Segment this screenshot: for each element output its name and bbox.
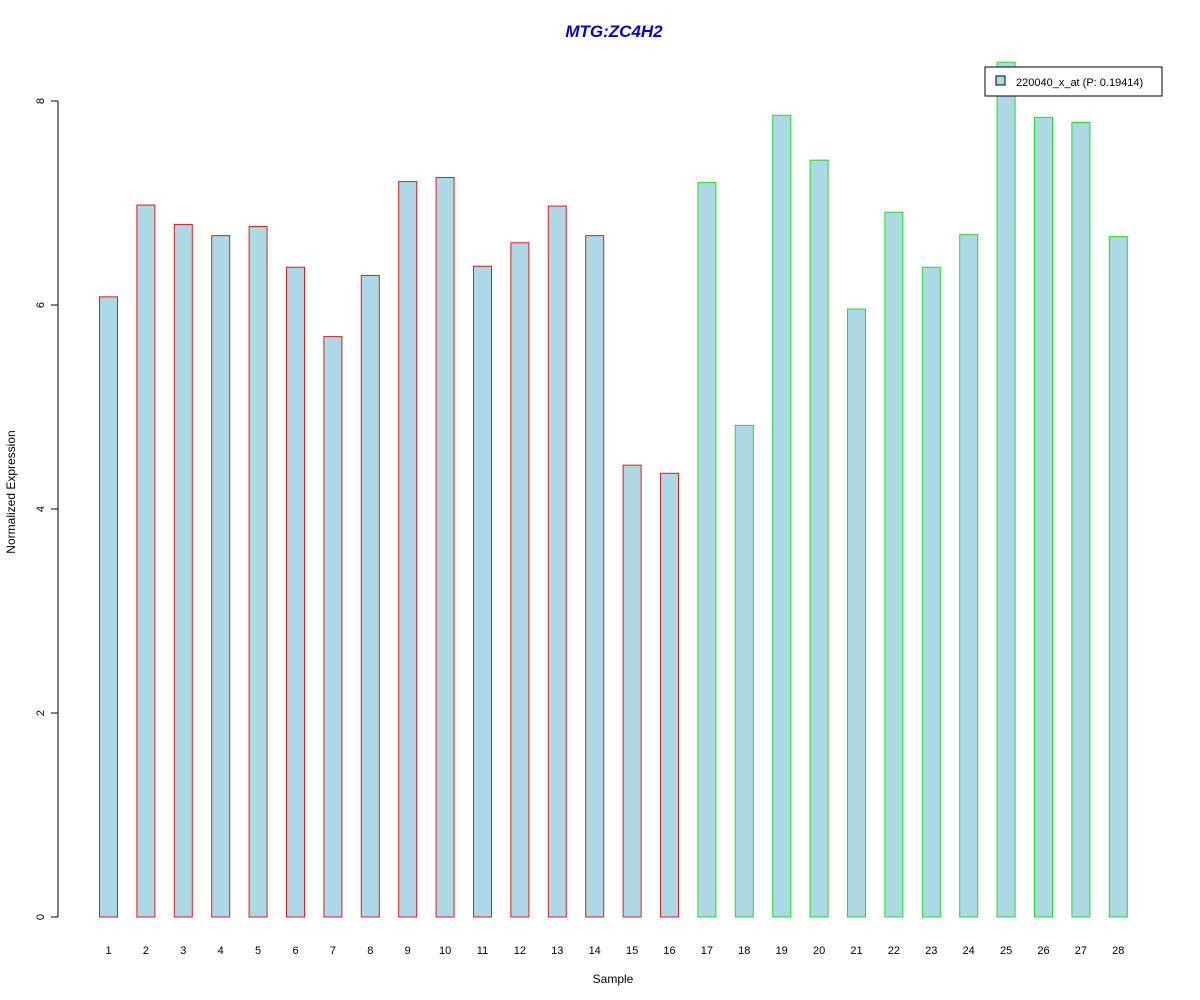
x-tick-label: 21 <box>850 945 862 957</box>
x-tick-label: 8 <box>367 945 373 957</box>
bar-sample-17 <box>697 182 717 918</box>
bar-sample-9 <box>398 181 418 918</box>
chart-title: MTG:ZC4H2 <box>565 22 663 41</box>
y-tick-label: 0 <box>35 914 47 920</box>
y-axis: 0 2 4 6 8 <box>35 98 59 920</box>
legend-swatch <box>995 75 1006 86</box>
bar-sample-14 <box>585 235 605 918</box>
bar-sample-28 <box>1108 236 1128 918</box>
bar-sample-27 <box>1071 121 1091 918</box>
y-tick-label: 6 <box>35 302 47 308</box>
bar-sample-21 <box>847 308 866 918</box>
bar-sample-12 <box>510 242 530 918</box>
x-tick-label: 23 <box>925 945 937 957</box>
bar-sample-16 <box>660 472 679 918</box>
x-tick-label: 7 <box>330 945 336 957</box>
x-tick-label: 5 <box>255 945 261 957</box>
bar-sample-5 <box>248 225 268 918</box>
bar-sample-19 <box>772 114 792 918</box>
bar-sample-4 <box>211 235 231 918</box>
bar-sample-11 <box>473 265 492 918</box>
legend-box <box>984 66 1163 97</box>
bar-sample-24 <box>959 234 979 918</box>
bar-sample-13 <box>547 205 567 918</box>
x-tick-label: 24 <box>963 945 975 957</box>
y-tick-label: 2 <box>35 710 47 716</box>
bar-sample-8 <box>360 274 380 918</box>
legend: 220040_x_at (P: 0.19414) <box>984 66 1163 97</box>
bar-sample-23 <box>921 266 941 918</box>
x-tick-label: 17 <box>701 945 713 957</box>
bar-sample-2 <box>136 204 156 918</box>
x-tick-label: 10 <box>439 945 451 957</box>
x-tick-labels: 1 2 3 4 5 6 7 8 9 10 11 12 13 14 15 16 17 18 19 20 21 22 23 24 2… <box>105 945 1124 957</box>
x-tick-label: 12 <box>514 945 526 957</box>
x-tick-label: 16 <box>663 945 675 957</box>
x-axis-label: Sample <box>593 972 634 986</box>
x-tick-label: 20 <box>813 945 825 957</box>
x-tick-label: 13 <box>551 945 563 957</box>
y-tick-label: 4 <box>35 506 47 512</box>
x-tick-label: 18 <box>738 945 750 957</box>
bar-sample-20 <box>809 159 829 918</box>
x-tick-label: 15 <box>626 945 638 957</box>
bars <box>99 61 1128 918</box>
bar-sample-25 <box>996 61 1016 918</box>
bar-sample-26 <box>1034 116 1053 918</box>
x-tick-label: 4 <box>218 945 224 957</box>
x-tick-label: 19 <box>776 945 788 957</box>
bar-sample-10 <box>435 177 455 918</box>
bar-sample-18 <box>734 424 754 918</box>
x-tick-label: 14 <box>589 945 601 957</box>
x-tick-label: 28 <box>1112 945 1124 957</box>
bar-sample-6 <box>286 266 305 918</box>
bar-sample-7 <box>323 336 343 918</box>
y-tick-label: 8 <box>35 98 47 104</box>
x-tick-label: 25 <box>1000 945 1012 957</box>
x-tick-label: 6 <box>292 945 298 957</box>
legend-label: 220040_x_at (P: 0.19414) <box>1016 77 1143 89</box>
x-tick-label: 11 <box>477 945 488 957</box>
bar-sample-3 <box>173 223 193 918</box>
x-tick-label: 26 <box>1037 945 1049 957</box>
x-tick-label: 9 <box>405 945 411 957</box>
bar-sample-15 <box>622 464 642 918</box>
x-tick-label: 22 <box>888 945 900 957</box>
x-tick-label: 27 <box>1075 945 1087 957</box>
x-tick-label: 2 <box>143 945 149 957</box>
bar-sample-22 <box>884 211 904 918</box>
bar-sample-1 <box>99 296 118 918</box>
y-axis-label: Normalized Expression <box>4 430 18 553</box>
x-tick-label: 3 <box>180 945 186 957</box>
x-tick-label: 1 <box>105 945 111 957</box>
